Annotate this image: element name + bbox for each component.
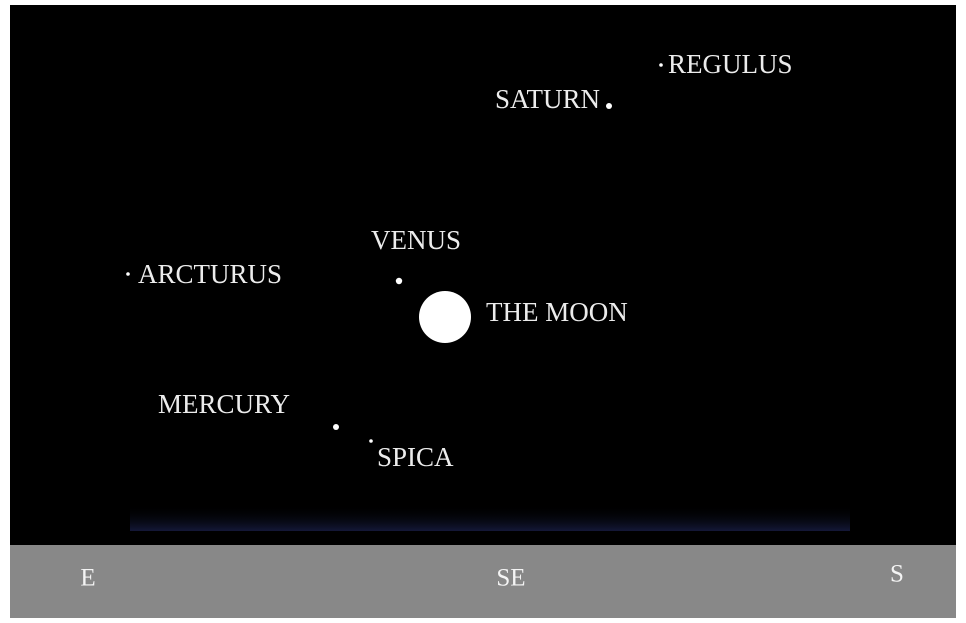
object-label: SATURN	[495, 84, 600, 114]
moon	[419, 291, 471, 343]
star-dot	[126, 272, 130, 276]
object-label: ARCTURUS	[138, 259, 282, 289]
star-dot	[659, 63, 663, 67]
sky	[10, 5, 956, 546]
planet-dot	[606, 103, 612, 109]
object-label: MERCURY	[158, 389, 290, 419]
star-dot	[369, 439, 373, 443]
horizon-haze	[130, 505, 850, 531]
object-label: THE MOON	[486, 297, 628, 327]
direction-label: E	[80, 565, 95, 592]
planet-dot	[395, 277, 403, 285]
planet-dot	[333, 424, 339, 430]
direction-label: S	[890, 561, 904, 588]
ground	[10, 545, 956, 618]
object-label: REGULUS	[668, 49, 793, 79]
direction-label: SE	[496, 565, 525, 592]
object-label: VENUS	[371, 225, 461, 255]
object-label: SPICA	[377, 442, 454, 472]
